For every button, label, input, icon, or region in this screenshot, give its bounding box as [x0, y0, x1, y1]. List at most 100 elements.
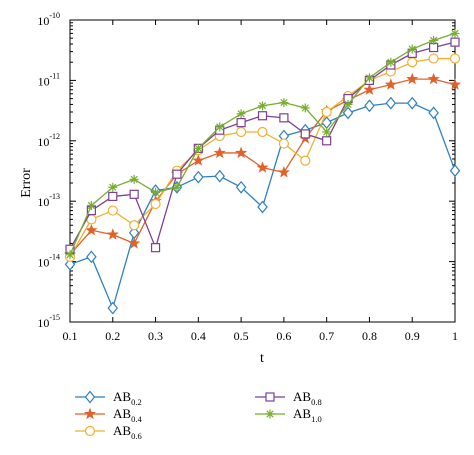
legend-item: AB0.4: [75, 406, 142, 424]
legend-label: AB0.4: [113, 406, 142, 424]
series-ab-1-0: [65, 28, 460, 260]
data-point-asterisk: [407, 44, 417, 54]
data-point-square: [257, 111, 268, 121]
y-tick-label: 10-12: [37, 132, 60, 149]
y-tick-exponent: -13: [49, 192, 60, 201]
plot-frame: [69, 19, 456, 323]
data-point-square: [279, 113, 289, 123]
data-point-diamond: [342, 106, 354, 120]
data-point-circle: [257, 126, 268, 138]
data-point-asterisk: [258, 101, 267, 111]
legend-label-subscript: 0.4: [131, 414, 142, 424]
data-point-asterisk: [300, 103, 310, 113]
x-tick-label: 0.2: [105, 329, 120, 343]
x-axis: 0.1 0.2 0.3 0.4 0.5 0.6 0.7 0.8 0.9 1: [63, 20, 458, 343]
data-point-square: [129, 189, 139, 199]
data-point-asterisk: [151, 187, 161, 197]
data-point-circle: [107, 205, 118, 216]
data-point-square: [450, 37, 460, 47]
data-point-diamond: [428, 106, 439, 120]
x-tick-label: 0.9: [405, 329, 420, 343]
data-point-asterisk: [215, 122, 225, 132]
data-point-asterisk: [279, 98, 289, 108]
y-tick-label: 10-11: [38, 71, 60, 88]
data-point-star: [448, 78, 462, 90]
y-axis-title: Error: [19, 168, 34, 198]
legend-item: AB1.0: [255, 406, 322, 424]
y-tick-base: 10: [37, 316, 49, 330]
y-tick-label: 10-15: [37, 313, 60, 330]
data-point-square: [322, 136, 332, 146]
data-point-circle: [449, 53, 461, 64]
data-point-square: [172, 169, 182, 179]
legend-label-name: AB: [113, 406, 131, 421]
y-tick-exponent: -10: [49, 11, 60, 20]
data-point-star: [85, 223, 98, 236]
legend-label: AB0.8: [293, 389, 322, 407]
x-tick-label: 0.3: [148, 329, 163, 343]
legend-marker: [84, 390, 96, 404]
data-point-star: [277, 166, 290, 178]
legend-marker: [265, 409, 275, 419]
data-point-asterisk: [450, 28, 460, 38]
legend-label-subscript: 0.2: [131, 397, 142, 407]
data-point-star: [363, 83, 376, 95]
data-point-asterisk: [86, 200, 96, 210]
legend-label-subscript: 0.8: [311, 397, 322, 407]
data-point-square: [300, 129, 310, 139]
y-tick-label: 10-10: [37, 11, 60, 28]
data-point-asterisk: [386, 57, 396, 67]
data-point-diamond: [235, 180, 247, 194]
x-tick-label: 1: [452, 329, 458, 343]
data-point-star: [427, 72, 440, 85]
y-tick-exponent: -11: [50, 71, 60, 80]
legend-label: AB0.6: [113, 423, 142, 441]
legend-label-name: AB: [293, 389, 311, 404]
legend-label: AB0.2: [113, 389, 142, 407]
legend-label-subscript: 0.6: [131, 431, 142, 441]
data-point-asterisk: [193, 143, 203, 153]
legend-label: AB1.0: [293, 406, 322, 424]
y-tick-base: 10: [37, 135, 49, 149]
data-point-circle: [407, 57, 418, 68]
data-point-circle: [129, 220, 140, 231]
series-group: [63, 28, 462, 315]
data-point-star: [128, 237, 141, 249]
legend-marker: [265, 392, 275, 402]
legend-label-subscript: 1.0: [311, 414, 322, 424]
y-tick-exponent: -12: [49, 132, 60, 141]
data-point-star: [213, 146, 226, 159]
data-point-diamond: [385, 96, 397, 110]
data-point-asterisk: [65, 250, 75, 260]
data-point-diamond: [449, 164, 461, 178]
data-point-diamond: [86, 250, 97, 264]
x-axis-title: t: [260, 351, 264, 366]
data-point-circle: [278, 138, 289, 149]
legend-label-name: AB: [113, 423, 131, 438]
data-point-asterisk: [364, 73, 374, 83]
y-tick-base: 10: [37, 256, 49, 270]
x-tick-label: 0.7: [319, 329, 334, 343]
x-tick-label: 0.5: [234, 329, 249, 343]
data-point-diamond: [214, 169, 225, 183]
data-point-circle: [321, 106, 332, 118]
data-point-circle: [300, 155, 311, 166]
data-point-circle: [150, 198, 161, 210]
data-point-asterisk: [429, 35, 439, 45]
legend-label-name: AB: [113, 389, 131, 404]
data-point-star: [256, 161, 269, 173]
y-tick-base: 10: [38, 74, 50, 88]
data-point-asterisk: [108, 182, 118, 192]
legend-item: AB0.8: [255, 389, 322, 407]
data-point-asterisk: [236, 109, 246, 119]
data-point-star: [106, 228, 119, 240]
data-point-diamond: [193, 170, 204, 184]
data-point-asterisk: [322, 127, 332, 137]
data-point-circle: [428, 53, 439, 64]
data-point-square: [150, 243, 161, 253]
x-tick-label: 0.1: [63, 329, 78, 343]
series-line: [69, 57, 455, 258]
